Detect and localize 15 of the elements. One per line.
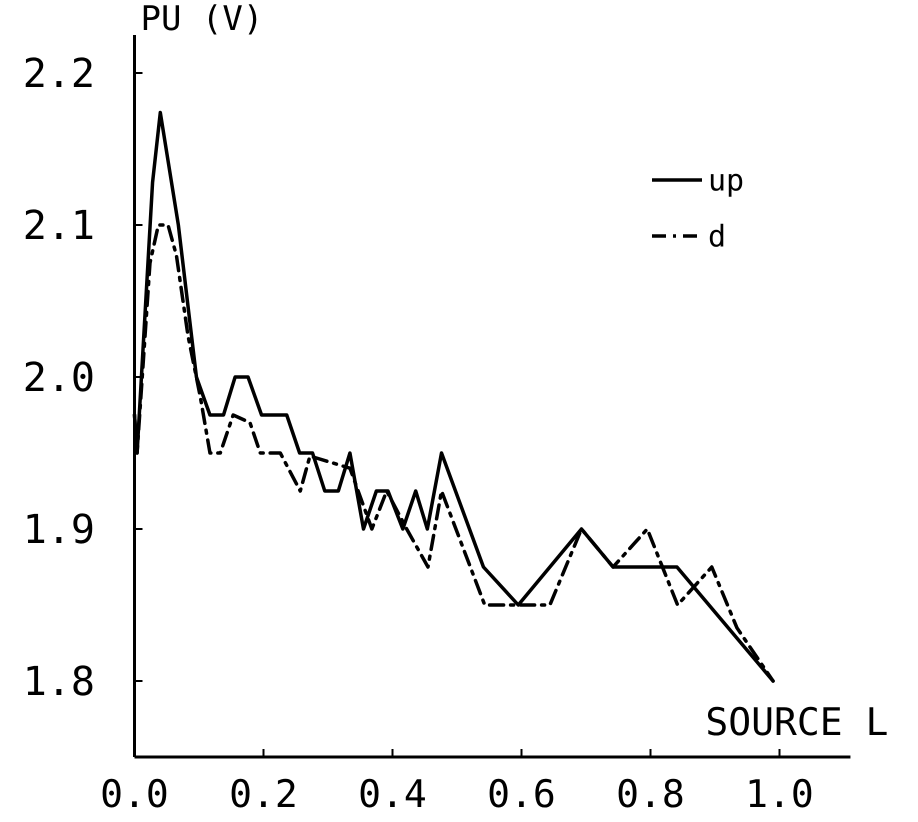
legend-label: d [708,220,726,254]
x-tick-label: 0.2 [229,772,298,816]
y-tick-label: 2.1 [22,203,95,249]
y-tick-label: 1.9 [22,507,95,553]
y-tick-label: 2.2 [22,51,95,97]
x-tick-label: 1.0 [745,772,814,816]
y-axis-title: PU (V) [140,0,264,39]
x-axis-title: SOURCE L [705,700,888,744]
y-tick-label: 1.8 [22,659,95,705]
x-tick-label: 0.4 [358,772,427,816]
y-tick-label: 2.0 [22,355,95,401]
x-tick-label: 0.8 [616,772,685,816]
x-tick-label: 0.0 [100,772,169,816]
legend-label: up [708,164,744,198]
x-tick-label: 0.6 [487,772,556,816]
